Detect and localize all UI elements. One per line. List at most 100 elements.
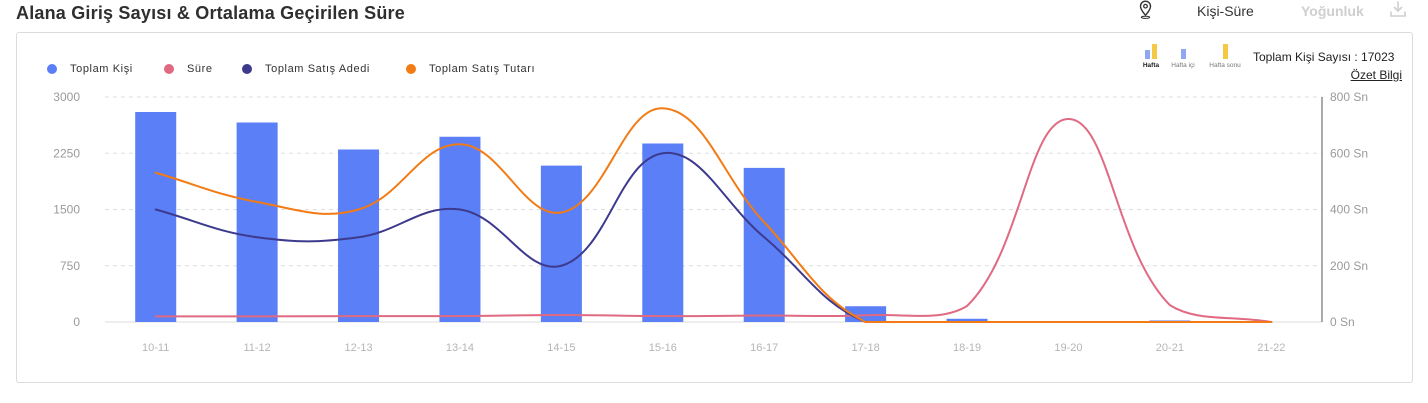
- axes: 0 750 1500 2250 3000 0 Sn 200 Sn 400 Sn 600 Sn 80…: [53, 90, 1368, 354]
- x-tick-label: 13-14: [446, 342, 474, 354]
- toplam-satis-adedi-point: [255, 235, 259, 239]
- toplam-satis-tutari-line: [154, 107, 1273, 323]
- toplam-satis-tutari-point: [762, 220, 766, 224]
- toplam-satis-adedi-line: [154, 152, 1273, 323]
- period-filter-label: Hafta: [1142, 62, 1160, 69]
- bar-chart-icon: [1180, 42, 1186, 59]
- legend-label: Toplam Satış Tutarı: [429, 63, 536, 75]
- widget-title: Alana Giriş Sayısı & Ortalama Geçirilen …: [16, 3, 405, 23]
- legend-dot: [406, 64, 416, 74]
- sure-point: [1066, 117, 1070, 121]
- x-tick-label: 19-20: [1054, 342, 1082, 354]
- bar-series: [135, 112, 1191, 322]
- period-filter-label: Hafta içi: [1171, 62, 1195, 69]
- legend-item-toplam-satis-adedi[interactable]: Toplam Satış Adedi: [242, 63, 370, 75]
- chart-card: [16, 32, 1413, 383]
- toplam-satis-tutari-point: [357, 208, 361, 212]
- sure-point: [458, 314, 462, 318]
- toplam-satis-tutari-point: [154, 171, 158, 175]
- legend-item-toplam-kisi[interactable]: Toplam Kişi: [47, 63, 133, 75]
- weekend-bar: [1222, 44, 1228, 59]
- toplam-satis-adedi-point: [661, 151, 665, 155]
- toplam-satis-tutari-point: [864, 320, 868, 324]
- toplam-satis-adedi-point: [458, 208, 462, 212]
- toplam-kisi-bar: [743, 167, 785, 322]
- weekday-bar: [1145, 50, 1150, 59]
- summary-details-link[interactable]: Özet Bilgi: [1350, 68, 1402, 82]
- x-tick-label: 11-12: [243, 342, 270, 354]
- toplam-satis-tutari-point: [965, 320, 969, 324]
- legend-dot: [242, 64, 252, 74]
- y-left-tick-label: 750: [60, 259, 80, 273]
- toplam-kisi-bar: [236, 122, 278, 322]
- y-left-tick-label: 2250: [53, 146, 80, 160]
- legend-item-sure[interactable]: Süre: [164, 63, 213, 75]
- sure-point: [559, 313, 563, 317]
- x-tick-label: 15-16: [649, 342, 677, 354]
- map-pin-icon[interactable]: [1138, 0, 1153, 19]
- toplam-satis-adedi-point: [357, 235, 361, 239]
- y-left-tick-label: 0: [73, 315, 80, 329]
- grid: [105, 96, 1322, 323]
- toplam-kisi-bar: [135, 112, 177, 322]
- toplam-satis-tutari-point: [1066, 320, 1070, 324]
- legend-label: Süre: [187, 63, 213, 75]
- y-left-tick-label: 1500: [53, 203, 80, 217]
- toplam-satis-tutari-point: [559, 211, 563, 215]
- period-filter-hafta-sonu[interactable]: Hafta sonu: [1203, 42, 1247, 70]
- toplam-kisi-bar: [540, 165, 582, 322]
- period-filter-hafta[interactable]: Hafta: [1140, 42, 1162, 70]
- toplam-kisi-bar: [338, 149, 380, 322]
- x-tick-label: 10-11: [142, 342, 169, 354]
- y-right-tick-label: 400 Sn: [1330, 203, 1368, 217]
- sure-point: [965, 304, 969, 308]
- legend-label: Toplam Kişi: [70, 63, 133, 75]
- period-filter-hafta-ici[interactable]: Hafta içi: [1166, 42, 1200, 70]
- line-series: [154, 106, 1273, 324]
- tab-kisi-sure[interactable]: Kişi-Süre: [1197, 3, 1254, 19]
- legend-label: Toplam Satış Adedi: [265, 63, 370, 75]
- y-left-tick-label: 3000: [53, 90, 80, 104]
- total-visitors: Toplam Kişi Sayısı : 17023: [1253, 50, 1394, 64]
- map-pin-icon-graphic: [1139, 0, 1152, 19]
- bar-chart-icon: [1145, 42, 1157, 59]
- toplam-satis-adedi-point: [559, 264, 563, 268]
- period-filter-label: Hafta sonu: [1209, 62, 1241, 69]
- sure-point: [1168, 303, 1172, 307]
- toplam-satis-adedi-point: [154, 208, 158, 212]
- x-tick-label: 16-17: [750, 342, 778, 354]
- weekend-bar: [1152, 44, 1157, 59]
- sure-point: [255, 314, 259, 318]
- toplam-kisi-bar: [642, 143, 684, 322]
- toplam-satis-tutari-point: [458, 142, 462, 146]
- x-tick-label: 17-18: [852, 342, 880, 354]
- x-tick-label: 21-22: [1257, 342, 1285, 354]
- toplam-kisi-bar: [946, 318, 988, 322]
- total-visitors-label: Toplam Kişi Sayısı :: [1253, 50, 1358, 64]
- bar-chart-icon: [1222, 42, 1228, 59]
- sure-point: [661, 314, 665, 318]
- y-right-tick-label: 800 Sn: [1330, 90, 1368, 104]
- toplam-kisi-bar: [439, 136, 481, 322]
- toplam-satis-adedi-point: [762, 235, 766, 239]
- x-tick-label: 14-15: [547, 342, 575, 354]
- sure-point: [154, 314, 158, 318]
- tab-yogunluk[interactable]: Yoğunluk: [1301, 3, 1364, 19]
- y-right-tick-label: 600 Sn: [1330, 146, 1368, 160]
- x-tick-label: 12-13: [344, 342, 372, 354]
- legend-item-toplam-satis-tutari[interactable]: Toplam Satış Tutarı: [406, 63, 535, 75]
- toplam-satis-tutari-point: [1168, 320, 1172, 324]
- combo-chart: 0 750 1500 2250 3000 0 Sn 200 Sn 400 Sn 600 Sn 80…: [53, 90, 1368, 354]
- y-right-tick-label: 200 Sn: [1330, 259, 1368, 273]
- sure-point: [762, 314, 766, 318]
- x-tick-label: 20-21: [1156, 342, 1184, 354]
- sure-point: [864, 313, 868, 317]
- weekday-bar: [1180, 49, 1186, 59]
- toplam-satis-tutari-point: [661, 106, 665, 110]
- sure-point: [357, 314, 361, 318]
- y-right-tick-label: 0 Sn: [1330, 315, 1355, 329]
- download-icon[interactable]: [1389, 0, 1407, 18]
- download-icon-graphic: [1390, 1, 1406, 17]
- total-visitors-value: 17023: [1361, 50, 1395, 64]
- sure-line: [154, 117, 1273, 323]
